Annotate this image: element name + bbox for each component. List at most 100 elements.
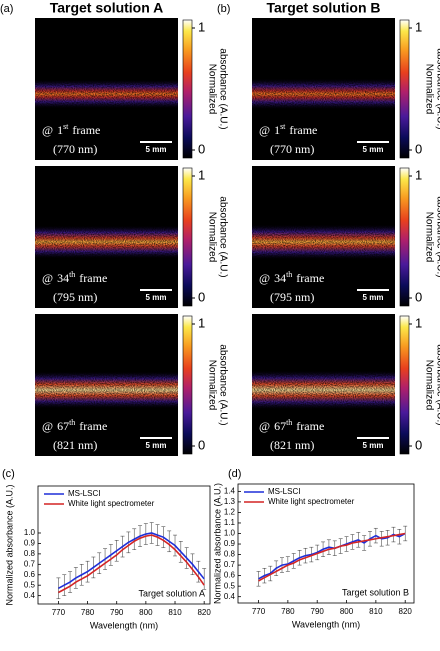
y-axis-label: Normalized absorbance (A.U.) (4, 484, 14, 605)
colorbar-label: Normalized (423, 212, 434, 263)
speckle-noise (252, 78, 395, 110)
y-tick-label: 0.5 (224, 581, 236, 590)
y-axis-label: Normalized absorbance (A.U.) (212, 483, 222, 604)
frame-label: @34th frame (259, 270, 324, 285)
scale-bar-label: 5 mm (146, 145, 167, 154)
legend-label: White light spectrometer (68, 499, 155, 508)
y-tick-label: 0.4 (24, 591, 36, 600)
x-tick-label: 800 (340, 607, 354, 616)
y-tick-label: 0.9 (24, 539, 36, 548)
colorbar (182, 167, 193, 307)
frame-ordinal: 34 (57, 271, 69, 285)
scale-bar-label: 5 mm (146, 441, 167, 450)
colorbar-label: absorbance (A.U.) (217, 344, 228, 425)
frame-wavelength: (821 nm) (53, 438, 97, 452)
speckle-noise (35, 371, 178, 409)
colorbar-tick-label: 0 (415, 437, 422, 452)
x-tick-label: 790 (311, 607, 325, 616)
colorbar-label: absorbance (A.U.) (434, 48, 440, 129)
x-tick-label: 770 (52, 608, 66, 617)
colorbar-label: absorbance (A.U.) (434, 196, 440, 277)
frame-ordinal: 1 (57, 123, 63, 137)
frame-suffix: th (286, 270, 292, 279)
colorbar-tick-label: 1 (415, 315, 422, 330)
frame-wavelength: (795 nm) (53, 290, 97, 304)
frame-wavelength: (795 nm) (270, 290, 314, 304)
annotation: Target solution B (342, 587, 409, 597)
colorbar-label: absorbance (A.U.) (434, 344, 440, 425)
frame-suffix: th (69, 270, 75, 279)
colorbar-tick-label: 0 (198, 289, 205, 304)
scale-bar-label: 5 mm (363, 441, 384, 450)
frame-ordinal: 67 (274, 419, 286, 433)
frame-word: frame (72, 123, 100, 137)
y-tick-label: 0.6 (224, 571, 236, 580)
frame-label: @34th frame (42, 270, 107, 285)
x-axis-label: Wavelength (nm) (90, 620, 158, 630)
legend-label: MS-LSCI (268, 487, 300, 496)
colorbar-label: Normalized (206, 64, 217, 115)
frame-suffix: th (69, 418, 75, 427)
image-panel: @67th frame (821 nm) 5 mm 0 1 Normalized absorb… (252, 314, 440, 456)
colorbar (399, 167, 410, 307)
speckle-noise (35, 79, 178, 109)
colorbar-label: Normalized (423, 64, 434, 115)
y-tick-label: 0.5 (24, 580, 36, 589)
scale-bar-label: 5 mm (363, 293, 384, 302)
panel-title: Target solution B (266, 0, 380, 16)
scale-bar-label: 5 mm (363, 145, 384, 154)
legend-label: White light spectrometer (268, 497, 355, 506)
panel-label: (c) (2, 468, 15, 480)
panel-label: (d) (228, 468, 241, 480)
frame-word: frame (296, 419, 324, 433)
frame-label: @1st frame (259, 122, 317, 137)
frame-word: frame (289, 123, 317, 137)
colorbar-label: Normalized (206, 212, 217, 263)
frame-suffix: th (286, 418, 292, 427)
x-tick-label: 780 (81, 608, 95, 617)
frame-word: frame (296, 271, 324, 285)
x-tick-label: 820 (399, 607, 413, 616)
frame-wavelength: (770 nm) (270, 142, 314, 156)
speckle-noise (252, 224, 395, 260)
series-line (258, 532, 406, 582)
frame-word: frame (79, 419, 107, 433)
annotation: Target solution A (138, 588, 205, 598)
frame-prefix: @ (42, 271, 53, 285)
x-tick-label: 800 (139, 608, 153, 617)
colorbar-tick-label: 1 (198, 19, 205, 34)
frame-prefix: @ (259, 271, 270, 285)
frame-suffix: st (63, 122, 69, 131)
x-tick-label: 780 (281, 607, 295, 616)
frame-prefix: @ (259, 419, 270, 433)
plot-frame (237, 483, 415, 604)
y-tick-label: 1.1 (224, 518, 236, 527)
y-tick-label: 1.4 (224, 486, 236, 495)
image-panel: @1st frame (770 nm) 5 mm 0 1 Normalized absorba… (252, 18, 440, 160)
colorbar (182, 19, 193, 159)
panel-title: Target solution A (50, 0, 164, 16)
frame-label: @1st frame (42, 122, 100, 137)
y-tick-label: 0.6 (24, 570, 36, 579)
scale-bar-label: 5 mm (146, 293, 167, 302)
colorbar-tick-label: 1 (415, 167, 422, 182)
frame-wavelength: (770 nm) (53, 142, 97, 156)
frame-ordinal: 67 (57, 419, 69, 433)
plot-frame (37, 485, 211, 605)
frame-prefix: @ (42, 419, 53, 433)
image-panel: @34th frame (795 nm) 5 mm 0 1 Normalized absorb… (252, 166, 440, 308)
speckle-noise (252, 370, 395, 410)
frame-ordinal: 1 (274, 123, 280, 137)
y-tick-label: 0.8 (24, 549, 36, 558)
colorbar-tick-label: 0 (415, 141, 422, 156)
colorbar-tick-label: 0 (198, 141, 205, 156)
legend-label: MS-LSCI (68, 489, 100, 498)
y-tick-label: 1.0 (24, 528, 36, 537)
x-tick-label: 820 (197, 608, 211, 617)
y-tick-label: 0.4 (224, 592, 236, 601)
y-tick-label: 0.7 (24, 559, 36, 568)
y-tick-label: 0.8 (224, 550, 236, 559)
colorbar-tick-label: 0 (415, 289, 422, 304)
colorbar-tick-label: 0 (198, 437, 205, 452)
